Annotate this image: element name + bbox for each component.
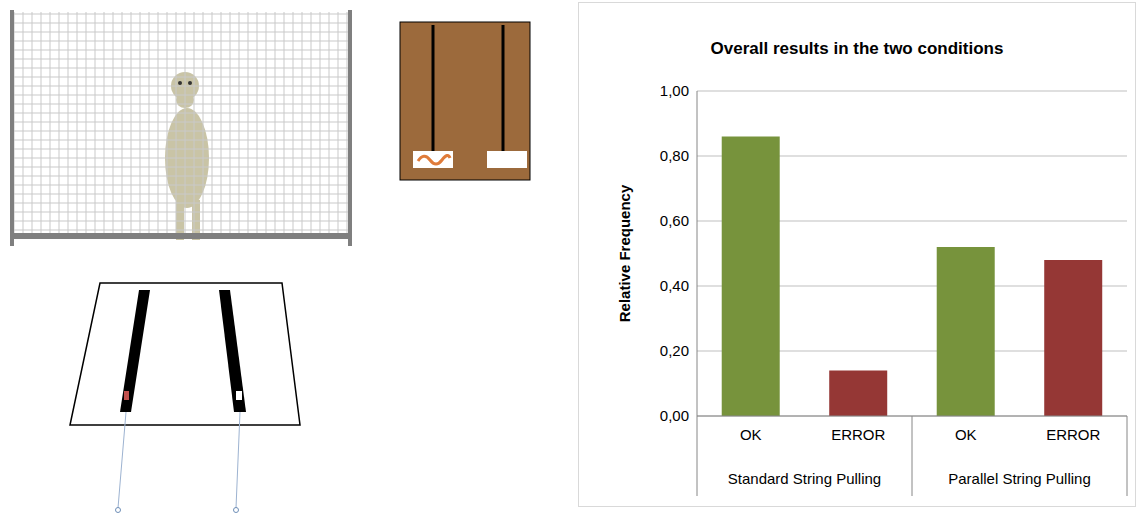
svg-text:0,00: 0,00 xyxy=(660,407,689,424)
html-text:Overall results in the two con: Overall results in the two conditions xyxy=(710,39,1004,58)
svg-text:0,60: 0,60 xyxy=(660,212,689,229)
svg-text:Standard String Pulling: Standard String Pulling xyxy=(728,470,881,487)
svg-text:1,00: 1,00 xyxy=(660,82,689,99)
svg-text:OK: OK xyxy=(955,426,977,443)
svg-text:0,20: 0,20 xyxy=(660,342,689,359)
svg-text:0,40: 0,40 xyxy=(660,277,689,294)
svg-text:ERROR: ERROR xyxy=(1046,426,1100,443)
svg-text:OK: OK xyxy=(740,426,762,443)
svg-text:ERROR: ERROR xyxy=(831,426,885,443)
svg-text:0,80: 0,80 xyxy=(660,147,689,164)
svg-text:Relative Frequency: Relative Frequency xyxy=(616,184,633,322)
svg-text:Parallel String Pulling: Parallel String Pulling xyxy=(948,470,1091,487)
